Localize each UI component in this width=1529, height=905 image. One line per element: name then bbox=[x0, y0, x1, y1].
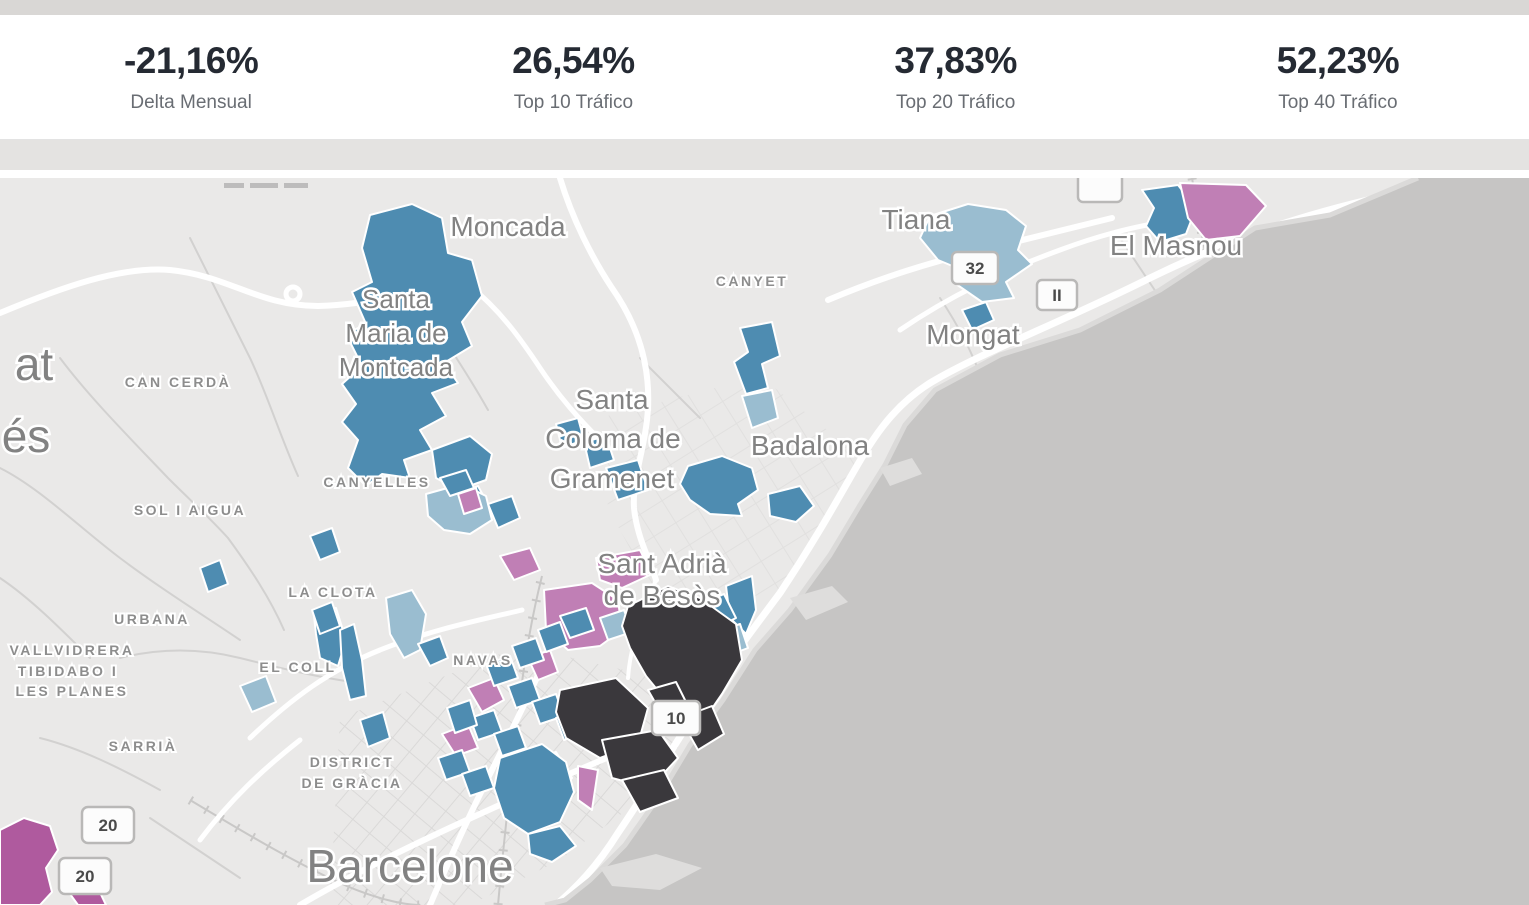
kpi-card-top20-trafico[interactable]: 37,83% Top 20 Tráfico bbox=[765, 42, 1147, 112]
city-label-barcelone: Barcelone bbox=[306, 840, 513, 892]
map-region-polygon[interactable] bbox=[679, 455, 759, 517]
area-label-vallvidrera-1: VALLVIDRERA bbox=[10, 642, 135, 658]
map-region-polygon[interactable] bbox=[199, 559, 229, 593]
map-region-polygon[interactable] bbox=[555, 417, 585, 449]
map-region-polygon[interactable] bbox=[0, 817, 59, 905]
map-region-polygon[interactable] bbox=[499, 547, 541, 581]
map-labels-layer: at és Moncada Tiana El Masnou Mongat Bad… bbox=[0, 202, 1245, 895]
kpi-card-top10-trafico[interactable]: 26,54% Top 10 Tráfico bbox=[382, 42, 764, 112]
kpi-value: 52,23% bbox=[1276, 40, 1400, 81]
map-region-polygon[interactable] bbox=[741, 389, 779, 429]
map-region-polygon[interactable] bbox=[767, 485, 815, 523]
road-badge-20-lower: 20 bbox=[57, 856, 113, 896]
city-label-badalona: Badalona bbox=[751, 430, 870, 461]
map-region-polygon[interactable] bbox=[341, 203, 483, 487]
city-label-santa-coloma-3: Gramenet bbox=[550, 463, 675, 494]
white-gap bbox=[0, 170, 1529, 178]
kpi-label: Top 20 Tráfico bbox=[895, 92, 1016, 113]
map-region-polygon[interactable] bbox=[239, 675, 277, 713]
divider-strip bbox=[0, 140, 1529, 170]
area-label-canyet: CANYET bbox=[716, 273, 789, 289]
area-label-sarria: SARRIÀ bbox=[109, 738, 178, 754]
sea-layer bbox=[544, 178, 1529, 905]
map-region-polygon[interactable] bbox=[359, 711, 391, 748]
city-label-tiana: Tiana bbox=[881, 204, 950, 235]
area-label-district-gracia-1: DISTRICT bbox=[310, 754, 395, 770]
map-region-polygon[interactable] bbox=[527, 825, 577, 863]
map-region-polygon[interactable] bbox=[621, 769, 679, 813]
area-label-el-coll: EL COLL bbox=[259, 659, 336, 675]
kpi-label: Top 40 Tráfico bbox=[1278, 92, 1398, 113]
map-region-polygon[interactable] bbox=[309, 527, 341, 561]
map-region-polygon[interactable] bbox=[311, 601, 341, 635]
map-region-polygon[interactable] bbox=[446, 699, 478, 734]
kpi-band: -21,16% Delta Mensual 26,54% Top 10 Tráf… bbox=[0, 15, 1529, 140]
map-region-polygon[interactable] bbox=[559, 607, 595, 639]
map-region-polygon[interactable] bbox=[487, 495, 521, 529]
road-badge-32: 32 bbox=[950, 250, 1000, 286]
road-badge-ii: II bbox=[1035, 278, 1079, 312]
map-region-polygon[interactable] bbox=[485, 655, 519, 687]
map-region-polygon[interactable] bbox=[417, 635, 449, 667]
svg-text:II: II bbox=[1052, 286, 1061, 305]
area-label-vallvidrera-2: TIBIDABO I bbox=[18, 663, 118, 679]
map-region-polygon[interactable] bbox=[511, 637, 545, 669]
area-label-district-gracia-2: DE GRÀCIA bbox=[301, 775, 402, 791]
city-label-moncada: Moncada bbox=[450, 211, 566, 242]
area-label-vallvidrera-3: LES PLANES bbox=[16, 683, 129, 699]
svg-text:32: 32 bbox=[966, 259, 985, 278]
choropleth-map[interactable]: at és Moncada Tiana El Masnou Mongat Bad… bbox=[0, 178, 1529, 905]
road-badge-empty bbox=[1076, 178, 1124, 204]
kpi-card-top40-trafico[interactable]: 52,23% Top 40 Tráfico bbox=[1147, 42, 1529, 112]
map-region-polygon[interactable] bbox=[1179, 182, 1267, 241]
area-label-navas: NAVAS bbox=[453, 652, 512, 668]
map-region-polygon[interactable] bbox=[583, 435, 615, 469]
kpi-value: 37,83% bbox=[894, 40, 1017, 81]
kpi-label: Delta Mensual bbox=[130, 92, 252, 113]
map-region-polygon[interactable] bbox=[457, 487, 483, 515]
area-label-can-cerda: CAN CERDÀ bbox=[125, 374, 232, 390]
map-region-polygon[interactable] bbox=[339, 623, 367, 701]
city-label-santa-coloma-1: Santa bbox=[575, 384, 649, 415]
partial-city-label: és bbox=[2, 410, 51, 462]
city-label-sant-adria-2: de Besòs bbox=[604, 580, 721, 611]
map-region-polygon[interactable] bbox=[733, 321, 781, 395]
kpi-value: -21,16% bbox=[123, 40, 259, 81]
map-region-polygon[interactable] bbox=[595, 549, 653, 589]
city-label-sant-adria-1: Sant Adrià bbox=[597, 548, 727, 579]
city-label-santa-coloma-2: Coloma de bbox=[545, 423, 680, 454]
svg-text:20: 20 bbox=[99, 816, 118, 835]
top-strip bbox=[0, 0, 1529, 15]
partial-city-label: at bbox=[15, 338, 54, 390]
kpi-value: 26,54% bbox=[512, 40, 635, 81]
map-region-polygon[interactable] bbox=[537, 621, 569, 653]
svg-text:20: 20 bbox=[76, 867, 95, 886]
map-region-polygon[interactable] bbox=[493, 743, 575, 835]
map-region-polygon[interactable] bbox=[493, 725, 527, 757]
area-label-sol-i-aigua: SOL I AIGUA bbox=[134, 502, 246, 518]
kpi-label: Top 10 Tráfico bbox=[513, 92, 634, 113]
city-label-santa-maria-2: Maria de bbox=[345, 318, 446, 348]
area-label-canyelles: CANYELLES bbox=[323, 474, 430, 490]
city-label-santa-maria-3: Montcada bbox=[339, 352, 454, 382]
city-label-santa-maria-1: Santa bbox=[362, 284, 430, 314]
city-label-el-masnou: El Masnou bbox=[1110, 230, 1242, 261]
map-region-polygon[interactable] bbox=[961, 301, 995, 331]
map-region-polygon[interactable] bbox=[605, 459, 649, 501]
road-badge-20-upper: 20 bbox=[80, 805, 136, 845]
kpi-card-delta-mensual[interactable]: -21,16% Delta Mensual bbox=[0, 42, 382, 112]
map-region-polygon[interactable] bbox=[385, 589, 427, 659]
road-badge-10: 10 bbox=[650, 699, 702, 737]
map-region-polygon[interactable] bbox=[577, 765, 599, 811]
region-polygons-layer[interactable] bbox=[0, 182, 1267, 905]
city-label-mongat: Mongat bbox=[926, 319, 1020, 350]
area-label-la-clota: LA CLOTA bbox=[288, 584, 377, 600]
area-label-urbana: URBANA bbox=[114, 611, 190, 627]
road-badges-layer: 32 II 10 20 20 bbox=[57, 178, 1124, 896]
svg-text:10: 10 bbox=[667, 709, 686, 728]
clipped-label-fragment bbox=[224, 183, 308, 188]
